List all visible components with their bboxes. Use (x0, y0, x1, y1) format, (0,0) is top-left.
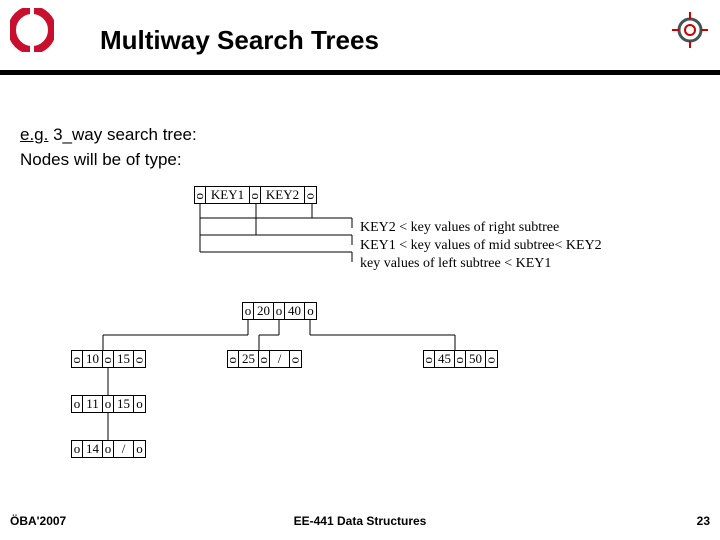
pointer-cell: ᴑ (305, 187, 316, 203)
tree-node: ᴑ 25 ᴑ / ᴑ (227, 350, 302, 368)
pointer-cell: ᴑ (290, 351, 301, 367)
key-cell: / (270, 351, 290, 367)
pointer-cell: ᴑ (250, 187, 261, 203)
schema-node: ᴑ KEY1 ᴑ KEY2 ᴑ (194, 186, 317, 204)
title-underline (0, 70, 720, 75)
tree-node: ᴏ 14 ᴏ / ᴏ (71, 440, 146, 458)
pointer-cell: ᴏ (72, 441, 83, 457)
relation-text-right: KEY2 < key values of right subtree (360, 220, 559, 236)
key-cell: 40 (285, 303, 305, 319)
intro-line-1: e.g. 3_way search tree: (20, 125, 197, 145)
key-cell: 20 (254, 303, 274, 319)
key-cell: 15 (114, 351, 134, 367)
pointer-cell: ᴑ (72, 351, 83, 367)
key1-cell: KEY1 (206, 187, 250, 203)
slide-title: Multiway Search Trees (100, 25, 379, 56)
pointer-cell: o (103, 396, 114, 412)
key-cell: 15 (114, 396, 134, 412)
footer-page: 23 (697, 514, 710, 528)
institution-logo (10, 8, 54, 52)
course-logo (670, 10, 710, 50)
pointer-cell: ᴏ (134, 441, 145, 457)
tree-node: ᴑ 45 ᴑ 50 ᴑ (423, 350, 498, 368)
eg-label: e.g. (20, 125, 48, 144)
pointer-cell: ᴑ (103, 351, 114, 367)
pointer-cell: o (243, 303, 254, 319)
tree-node: o 11 o 15 o (71, 395, 146, 413)
key-cell: 11 (83, 396, 103, 412)
eg-rest: 3_way search tree: (48, 125, 196, 144)
key-cell: 45 (435, 351, 455, 367)
pointer-cell: ᴑ (228, 351, 239, 367)
key-cell: / (114, 441, 134, 457)
pointer-cell: ᴑ (134, 351, 145, 367)
key2-cell: KEY2 (261, 187, 305, 203)
relation-text-mid: KEY1 < key values of mid subtree< KEY2 (360, 238, 602, 254)
key-cell: 50 (466, 351, 486, 367)
pointer-cell: ᴑ (455, 351, 466, 367)
pointer-cell: ᴑ (259, 351, 270, 367)
key-cell: 14 (83, 441, 103, 457)
pointer-cell: ᴑ (195, 187, 206, 203)
pointer-cell: o (72, 396, 83, 412)
pointer-cell: ᴏ (103, 441, 114, 457)
footer-course: EE-441 Data Structures (0, 514, 720, 528)
key-cell: 25 (239, 351, 259, 367)
pointer-cell: o (305, 303, 316, 319)
key-cell: 10 (83, 351, 103, 367)
tree-node: ᴑ 10 ᴑ 15 ᴑ (71, 350, 146, 368)
tree-node-root: o 20 o 40 o (242, 302, 317, 320)
pointer-cell: ᴑ (486, 351, 497, 367)
pointer-cell: ᴑ (424, 351, 435, 367)
pointer-cell: o (274, 303, 285, 319)
intro-line-2: Nodes will be of type: (20, 150, 182, 170)
pointer-cell: o (134, 396, 145, 412)
relation-text-left: key values of left subtree < KEY1 (360, 256, 551, 272)
